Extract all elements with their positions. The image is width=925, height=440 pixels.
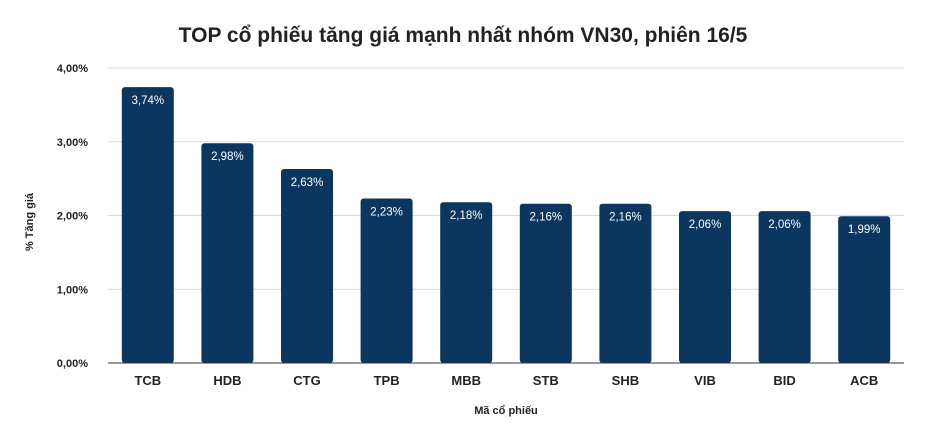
- data-label-vib: 2,06%: [689, 219, 722, 231]
- data-label-bid: 2,06%: [768, 219, 801, 231]
- bar-acb: [838, 216, 891, 363]
- y-tick-label: 2,00%: [57, 211, 88, 223]
- x-tick-label-ctg: CTG: [293, 373, 320, 388]
- y-tick-label: 0,00%: [57, 358, 88, 370]
- bar-tcb: [121, 87, 174, 364]
- data-label-tcb: 3,74%: [131, 95, 164, 107]
- bar-vib: [679, 211, 731, 363]
- y-axis-label: % Tăng giá: [24, 192, 36, 251]
- bars: [121, 87, 891, 364]
- x-tick-label-bid: BID: [773, 373, 795, 388]
- bar-shb: [599, 203, 652, 363]
- y-tick-label: 1,00%: [57, 284, 88, 296]
- bar-mbb: [440, 202, 493, 363]
- data-label-tpb: 2,23%: [370, 207, 403, 219]
- x-axis-categories: TCB HDB CTG TPB MBB STB SHB VIB BID ACB: [134, 373, 878, 388]
- x-axis-label: Mã cổ phiếu: [474, 405, 538, 417]
- x-tick-label-shb: SHB: [612, 373, 639, 388]
- data-label-mbb: 2,18%: [450, 210, 483, 222]
- bar-tpb: [360, 198, 413, 363]
- x-tick-label-hdb: HDB: [213, 373, 241, 388]
- y-tick-label: 3,00%: [57, 137, 88, 149]
- y-tick-label: 4,00%: [57, 63, 88, 75]
- data-label-acb: 1,99%: [848, 224, 881, 236]
- bar-stb: [519, 203, 572, 363]
- x-tick-label-tcb: TCB: [134, 373, 161, 388]
- bar-hdb: [201, 143, 254, 363]
- chart-title: TOP cổ phiếu tăng giá mạnh nhất nhóm VN3…: [179, 24, 748, 47]
- bar-bid: [758, 211, 811, 363]
- data-label-shb: 2,16%: [609, 212, 642, 224]
- data-labels: 3,74% 2,98% 2,63% 2,23% 2,18% 2,16% 2,16% 2,06%…: [131, 95, 880, 236]
- data-label-stb: 2,16%: [529, 212, 562, 224]
- x-tick-label-stb: STB: [533, 373, 559, 388]
- data-label-ctg: 2,63%: [291, 177, 324, 189]
- x-tick-label-acb: ACB: [850, 373, 878, 388]
- x-tick-label-vib: VIB: [694, 373, 716, 388]
- x-tick-label-mbb: MBB: [451, 373, 481, 388]
- x-tick-label-tpb: TPB: [374, 373, 400, 388]
- y-axis-ticks: 0,00% 1,00% 2,00% 3,00% 4,00%: [57, 63, 88, 370]
- data-label-hdb: 2,98%: [211, 151, 244, 163]
- bar-ctg: [281, 169, 333, 363]
